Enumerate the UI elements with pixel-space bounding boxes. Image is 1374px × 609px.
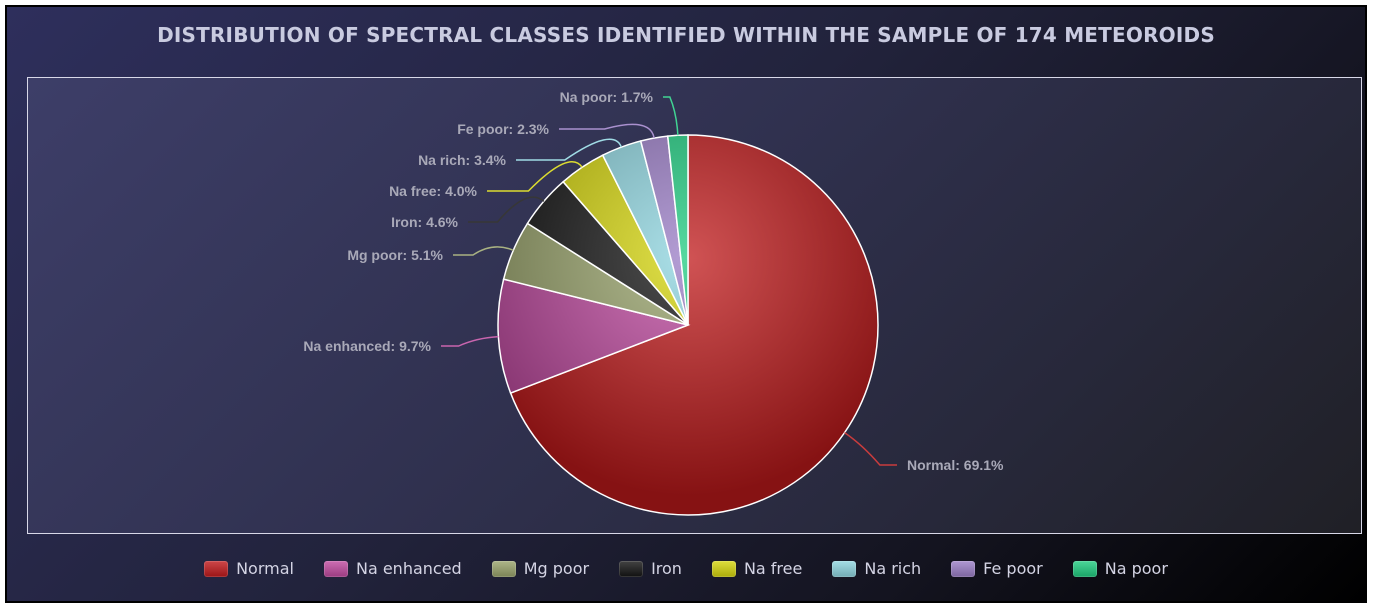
pie-slice-na-enhanced [497, 278, 691, 395]
leader-line-na-rich [516, 138, 623, 161]
labels-layer: Normal: 69.1% Na enhanced: 9.7% Mg poor: 5… [303, 89, 1004, 473]
legend-item-na-enhanced[interactable]: Na enhanced [323, 559, 462, 578]
leader-line-fe-poor [559, 123, 655, 139]
legend-swatch-normal [204, 560, 229, 577]
legend-item-na-poor[interactable]: Na poor [1072, 559, 1168, 578]
data-label-na-enhanced: Na enhanced: 9.7% [303, 338, 431, 354]
legend-swatch-na-rich [832, 560, 857, 577]
legend-label-na-free: Na free [743, 559, 803, 578]
leader-line-mg-poor [453, 246, 514, 256]
leader-line-iron [468, 196, 545, 223]
legend-item-mg-poor[interactable]: Mg poor [491, 559, 590, 578]
legend-label-fe-poor: Fe poor [983, 559, 1043, 578]
legend-label-iron: Iron [651, 559, 682, 578]
data-label-na-free: Na free: 4.0% [389, 183, 477, 199]
pie-slice-na-poor [666, 134, 689, 326]
chart-frame: DISTRIBUTION OF SPECTRAL CLASSES IDENTIF… [5, 5, 1367, 603]
legend-swatch-na-enhanced [323, 560, 348, 577]
data-label-fe-poor: Fe poor: 2.3% [457, 121, 549, 137]
legend-swatch-na-poor [1072, 560, 1097, 577]
leader-line-na-poor [663, 96, 679, 136]
legend-item-normal[interactable]: Normal [204, 559, 294, 578]
legend-item-fe-poor[interactable]: Fe poor [951, 559, 1043, 578]
legend: Normal Na enhanced Mg poor Iron Na free Na ri… [7, 559, 1365, 578]
data-label-na-rich: Na rich: 3.4% [418, 152, 506, 168]
slices-layer [497, 134, 879, 516]
leader-line-na-enhanced [441, 335, 499, 347]
pie-chart: Normal: 69.1% Na enhanced: 9.7% Mg poor: 5… [303, 89, 1004, 516]
legend-swatch-iron [619, 560, 644, 577]
leader-line-na-free [487, 161, 583, 192]
leaders-layer [441, 96, 897, 466]
data-label-iron: Iron: 4.6% [391, 214, 458, 230]
legend-item-na-free[interactable]: Na free [711, 559, 803, 578]
data-label-mg-poor: Mg poor: 5.1% [347, 247, 443, 263]
leader-line-normal [844, 432, 897, 466]
legend-swatch-na-free [711, 560, 736, 577]
legend-label-na-enhanced: Na enhanced [355, 559, 462, 578]
legend-swatch-fe-poor [951, 560, 976, 577]
legend-item-na-rich[interactable]: Na rich [832, 559, 921, 578]
data-label-na-poor: Na poor: 1.7% [560, 89, 654, 105]
legend-label-na-rich: Na rich [864, 559, 922, 578]
legend-label-normal: Normal [236, 559, 294, 578]
chart-title: DISTRIBUTION OF SPECTRAL CLASSES IDENTIF… [157, 23, 1215, 47]
legend-swatch-mg-poor [491, 560, 516, 577]
legend-label-mg-poor: Mg poor [523, 559, 590, 578]
data-label-normal: Normal: 69.1% [907, 457, 1004, 473]
legend-item-iron[interactable]: Iron [619, 559, 682, 578]
legend-label-na-poor: Na poor [1104, 559, 1168, 578]
